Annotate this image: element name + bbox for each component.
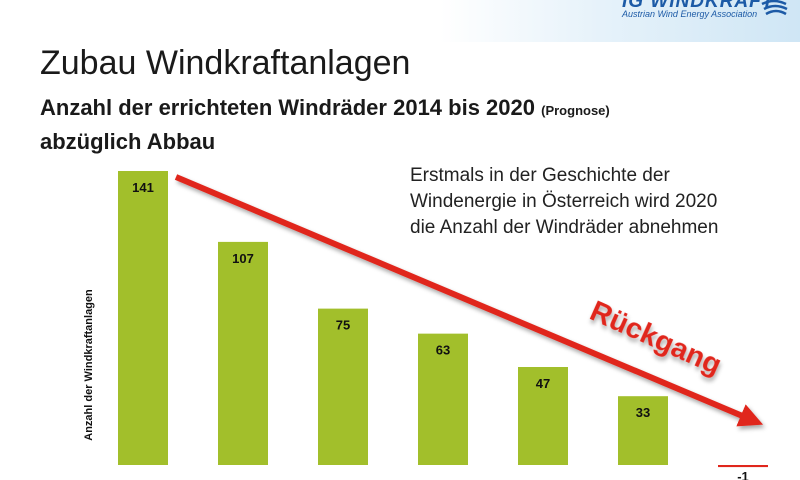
bar-value-label-0: 141 bbox=[132, 180, 154, 195]
logo-name: IG WINDKRAFT bbox=[622, 0, 775, 12]
bar-value-label-5: 33 bbox=[636, 405, 650, 420]
bar-value-label-4: 47 bbox=[536, 376, 550, 391]
slide-title: Zubau Windkraftanlagen bbox=[40, 44, 411, 82]
annotation-text: Erstmals in der Geschichte der Windenerg… bbox=[410, 165, 719, 238]
subtitle-line2: abzüglich Abbau bbox=[40, 129, 216, 154]
slide-subtitle: Anzahl der errichteten Windräder 2014 bi… bbox=[40, 92, 760, 157]
logo: IG WINDKRAFT Austrian Wind Energy Associ… bbox=[600, 0, 800, 26]
bar-value-label-2: 75 bbox=[336, 318, 350, 333]
bar-2 bbox=[318, 308, 368, 465]
bar-value-label-3: 63 bbox=[436, 343, 450, 358]
bar-1 bbox=[218, 241, 268, 465]
subtitle-note: (Prognose) bbox=[541, 103, 610, 118]
bar-value-label-1: 107 bbox=[232, 251, 254, 266]
bar-3 bbox=[418, 333, 468, 465]
bar-5 bbox=[618, 396, 668, 465]
bar-value-label-6: -1 bbox=[737, 469, 749, 480]
bar-0 bbox=[118, 171, 168, 465]
trend-label: Rückgang bbox=[585, 295, 726, 381]
bar-4 bbox=[518, 367, 568, 465]
wind-swirl-icon bbox=[761, 0, 788, 16]
trend-arrow bbox=[174, 174, 764, 427]
header-band bbox=[0, 0, 800, 42]
logo-tagline: Austrian Wind Energy Association bbox=[622, 9, 758, 19]
bar-6 bbox=[718, 465, 768, 468]
subtitle-main: Anzahl der errichteten Windräder 2014 bi… bbox=[40, 95, 535, 120]
y-axis-label: Anzahl der Windkraftanlagen bbox=[83, 289, 95, 441]
